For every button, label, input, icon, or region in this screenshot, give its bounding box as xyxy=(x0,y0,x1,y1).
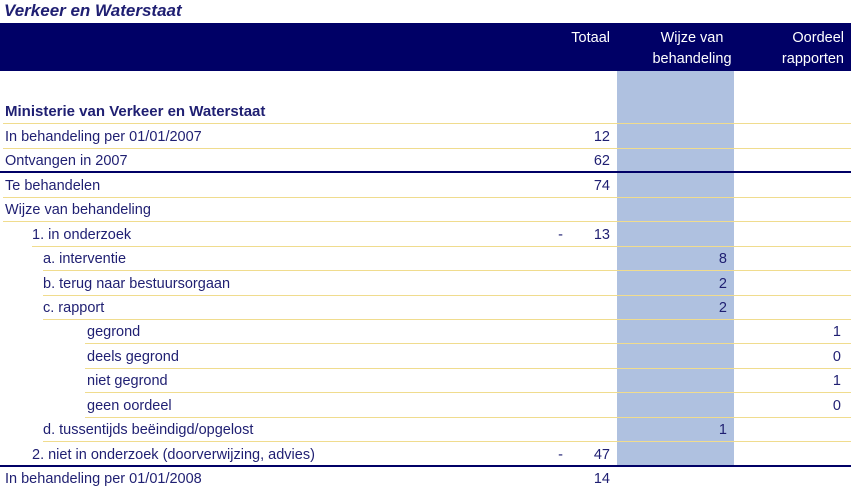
wijze-van-behandeling-value: 2 xyxy=(718,275,727,292)
column-header-wijze-line1: Wijze van xyxy=(660,30,724,46)
column-header-oordeel-rapporten: Oordeel rapporten xyxy=(782,28,844,70)
wijze-van-behandeling-column-highlight xyxy=(617,71,734,467)
table-row: deels gegrond 0 xyxy=(0,344,851,370)
row-label: 2. niet in onderzoek (doorverwijzing, ad… xyxy=(32,446,315,463)
totaal-value: 13 xyxy=(593,226,610,243)
table-header: Totaal Wijze van behandeling Oordeel rap… xyxy=(0,23,851,71)
page-title: Verkeer en Waterstaat xyxy=(4,1,182,20)
row-label: geen oordeel xyxy=(87,397,172,414)
row-label: c. rapport xyxy=(43,299,105,316)
wijze-van-behandeling-value: 2 xyxy=(718,299,727,316)
totaal-dash: - xyxy=(558,446,563,463)
oordeel-rapporten-value: 1 xyxy=(832,324,841,341)
row-label: Ontvangen in 2007 xyxy=(5,153,128,170)
table-row: b. terug naar bestuursorgaan 2 xyxy=(0,271,851,296)
oordeel-rapporten-value: 0 xyxy=(832,348,841,365)
table-row: In behandeling per 01/01/2008 14 xyxy=(0,467,851,491)
column-header-oordeel-line1: Oordeel xyxy=(792,30,844,46)
row-label: In behandeling per 01/01/2008 xyxy=(5,471,202,487)
table-body: Ministerie van Verkeer en Waterstaat In b… xyxy=(0,100,851,491)
row-label: gegrond xyxy=(87,324,141,341)
row-label: Ministerie van Verkeer en Waterstaat xyxy=(5,103,266,121)
table-row: Te behandelen 74 xyxy=(0,173,851,199)
column-header-wijze-van-behandeling: Wijze van behandeling xyxy=(592,28,792,70)
table-row: geen oordeel 0 xyxy=(0,393,851,419)
totaal-value: 74 xyxy=(593,177,610,194)
row-label: niet gegrond xyxy=(87,373,168,390)
row-label: d. tussentijds beëindigd/opgelost xyxy=(43,422,254,439)
table-row: 2. niet in onderzoek (doorverwijzing, ad… xyxy=(0,442,851,468)
table-row: a. interventie 8 xyxy=(0,247,851,272)
totaal-value: 47 xyxy=(593,446,610,463)
row-label: In behandeling per 01/01/2007 xyxy=(5,128,202,145)
wijze-van-behandeling-value: 8 xyxy=(718,251,727,268)
table-row: d. tussentijds beëindigd/opgelost 1 xyxy=(0,418,851,443)
oordeel-rapporten-value: 0 xyxy=(832,397,841,414)
table-row: Ministerie van Verkeer en Waterstaat xyxy=(0,100,851,125)
table-row: 1. in onderzoek - 13 xyxy=(0,222,851,248)
oordeel-rapporten-value: 1 xyxy=(832,373,841,390)
row-label: a. interventie xyxy=(43,251,127,268)
column-header-totaal-label: Totaal xyxy=(571,30,610,46)
row-label: deels gegrond xyxy=(87,348,179,365)
table-row: Wijze van behandeling xyxy=(0,198,851,223)
totaal-value: 12 xyxy=(593,128,610,145)
totaal-value: 62 xyxy=(593,153,610,170)
row-label: b. terug naar bestuursorgaan xyxy=(43,275,231,292)
column-header-wijze-line2: behandeling xyxy=(652,51,732,67)
row-label: Te behandelen xyxy=(5,177,101,194)
table-row: Ontvangen in 2007 62 xyxy=(0,149,851,174)
row-label: 1. in onderzoek xyxy=(32,226,132,243)
table-row: In behandeling per 01/01/2007 12 xyxy=(0,124,851,150)
table-row: c. rapport 2 xyxy=(0,296,851,321)
wijze-van-behandeling-value: 1 xyxy=(718,422,727,439)
totaal-dash: - xyxy=(558,226,563,243)
column-header-oordeel-line2: rapporten xyxy=(781,51,844,67)
table-row: gegrond 1 xyxy=(0,320,851,345)
totaal-value: 14 xyxy=(593,471,610,487)
table-row: niet gegrond 1 xyxy=(0,369,851,394)
row-label: Wijze van behandeling xyxy=(5,202,151,219)
column-header-totaal: Totaal xyxy=(571,28,610,49)
